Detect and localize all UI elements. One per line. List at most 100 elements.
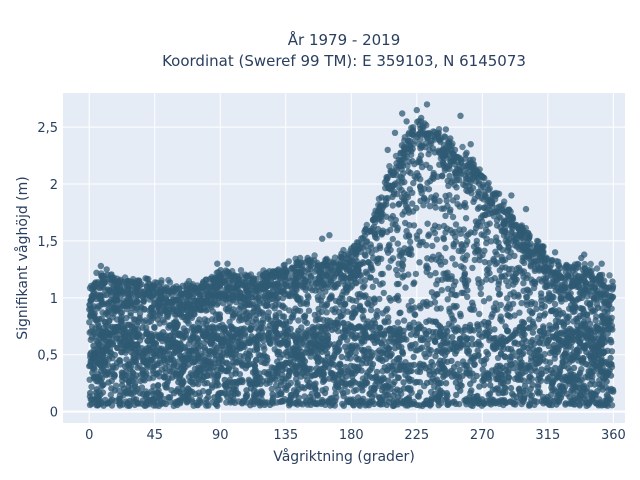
- data-point: [592, 351, 599, 358]
- data-point: [602, 384, 610, 391]
- data-point: [331, 385, 339, 392]
- data-point: [518, 299, 525, 307]
- data-point: [551, 355, 558, 362]
- data-point: [395, 329, 402, 336]
- data-point: [442, 380, 450, 387]
- data-point: [574, 315, 582, 322]
- data-point: [236, 371, 244, 378]
- data-point: [215, 382, 222, 389]
- data-point: [538, 304, 545, 312]
- data-point: [158, 345, 165, 352]
- data-point: [425, 151, 432, 158]
- data-point: [491, 345, 498, 353]
- data-point: [390, 358, 397, 366]
- data-point: [386, 241, 393, 248]
- data-point: [285, 359, 293, 366]
- data-point: [236, 330, 243, 337]
- data-point: [126, 379, 133, 386]
- data-point: [112, 334, 120, 341]
- data-point: [517, 267, 524, 274]
- data-point: [416, 362, 423, 370]
- data-point: [504, 311, 511, 319]
- data-point: [143, 392, 150, 399]
- data-point: [474, 205, 482, 212]
- data-point: [174, 385, 182, 393]
- data-point: [332, 297, 339, 305]
- data-point: [483, 355, 490, 363]
- data-point: [502, 264, 509, 271]
- data-point: [454, 360, 461, 368]
- data-point: [122, 349, 129, 356]
- data-point: [406, 222, 413, 229]
- data-point: [143, 330, 150, 337]
- data-point: [319, 285, 326, 292]
- data-point: [314, 357, 322, 365]
- data-point: [410, 319, 417, 326]
- data-point: [430, 370, 438, 378]
- data-point: [261, 346, 268, 353]
- data-point: [98, 383, 105, 390]
- data-point: [598, 336, 605, 344]
- data-point: [464, 238, 471, 245]
- data-point: [246, 312, 253, 320]
- data-point: [432, 192, 440, 199]
- data-point: [587, 260, 594, 268]
- data-point: [234, 379, 241, 387]
- data-point: [435, 223, 442, 231]
- data-point: [97, 367, 105, 374]
- data-point: [197, 366, 205, 373]
- data-point: [563, 347, 570, 354]
- data-point: [417, 152, 425, 159]
- data-point: [140, 376, 147, 383]
- data-point: [214, 392, 222, 400]
- data-point: [112, 327, 119, 334]
- data-point: [205, 350, 212, 358]
- data-point: [192, 346, 199, 354]
- data-point: [424, 341, 431, 348]
- data-point: [379, 387, 386, 394]
- data-point: [416, 379, 424, 386]
- data-point: [476, 253, 483, 260]
- data-point: [278, 389, 285, 396]
- data-point: [262, 353, 269, 361]
- data-point: [383, 384, 391, 391]
- data-point: [371, 320, 379, 327]
- data-point: [239, 341, 247, 348]
- data-point: [195, 389, 203, 396]
- data-point: [399, 336, 406, 343]
- data-point: [258, 329, 266, 337]
- data-point: [524, 272, 531, 279]
- data-point: [416, 368, 424, 375]
- data-point: [431, 337, 439, 344]
- data-point: [201, 316, 209, 323]
- data-point: [86, 376, 93, 383]
- data-point: [605, 314, 612, 322]
- data-point: [225, 365, 233, 372]
- data-point: [423, 302, 431, 309]
- data-point: [529, 336, 536, 344]
- data-point: [456, 203, 463, 210]
- data-point: [136, 314, 143, 321]
- data-point: [463, 232, 470, 240]
- data-point: [349, 297, 356, 304]
- data-point: [149, 363, 156, 370]
- data-point: [348, 369, 356, 377]
- data-point: [587, 353, 594, 360]
- data-point: [250, 387, 258, 394]
- data-point: [228, 325, 236, 332]
- data-point: [432, 328, 440, 336]
- data-point: [381, 318, 388, 325]
- data-point: [408, 341, 415, 349]
- data-point: [323, 329, 330, 336]
- data-point: [475, 280, 482, 287]
- data-point: [186, 378, 194, 385]
- data-point: [338, 369, 345, 376]
- data-point: [535, 381, 542, 388]
- data-point: [567, 343, 575, 351]
- data-point: [149, 314, 157, 322]
- data-point: [476, 383, 483, 390]
- data-point: [138, 384, 146, 391]
- data-point: [467, 380, 474, 388]
- data-point: [166, 363, 173, 371]
- data-point: [402, 367, 410, 374]
